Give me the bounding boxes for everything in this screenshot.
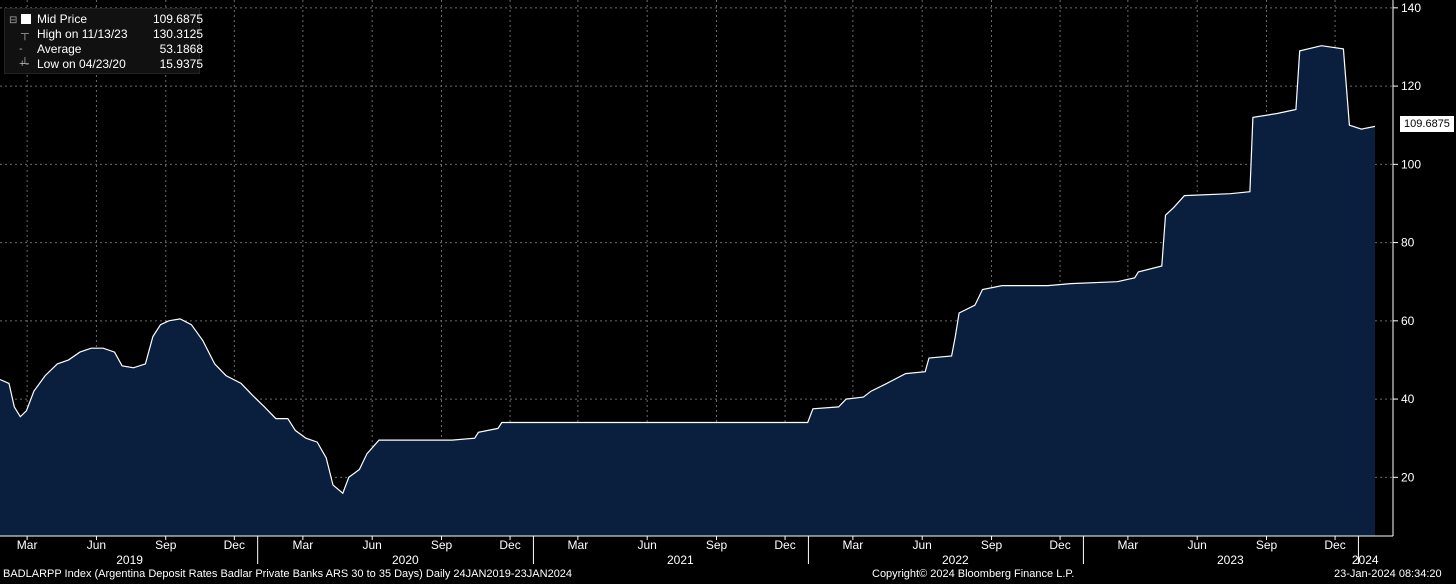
y-tick-label: 100 bbox=[1401, 157, 1421, 171]
square-icon[interactable] bbox=[21, 14, 31, 24]
legend-average-value: 53.1868 bbox=[159, 42, 203, 56]
x-tick-label: Dec bbox=[774, 538, 795, 552]
year-label: 2020 bbox=[392, 553, 419, 567]
x-tick-label: Sep bbox=[155, 538, 177, 552]
year-label: 2019 bbox=[116, 553, 143, 567]
y-tick-label: 60 bbox=[1401, 314, 1415, 328]
low-marker-icon: ┴ bbox=[21, 58, 29, 70]
x-tick-label: Dec bbox=[1324, 538, 1345, 552]
year-label: 2023 bbox=[1217, 553, 1244, 567]
year-label: 2021 bbox=[667, 553, 694, 567]
y-tick-label: 120 bbox=[1401, 79, 1421, 93]
x-tick-label: Mar bbox=[568, 538, 589, 552]
x-tick-label: Dec bbox=[499, 538, 520, 552]
y-tick-label: 40 bbox=[1401, 392, 1415, 406]
year-label: 2024 bbox=[1352, 553, 1379, 567]
x-tick-label: Sep bbox=[981, 538, 1003, 552]
average-marker-icon: -+- bbox=[19, 43, 30, 70]
legend-average-label: Average bbox=[37, 42, 82, 56]
footer-description: BADLARPP Index (Argentina Deposit Rates … bbox=[3, 568, 573, 580]
last-value-tag: 109.6875 bbox=[1400, 116, 1454, 132]
axis-labels: 20 40 60 80 100 120 140 Mar Jun Sep Dec Mar Jun Sep De… bbox=[17, 1, 1422, 567]
x-tick-label: Mar bbox=[17, 538, 38, 552]
legend-low-value: 15.9375 bbox=[159, 57, 203, 71]
year-label: 2022 bbox=[942, 553, 969, 567]
x-tick-label: Mar bbox=[1118, 538, 1139, 552]
collapse-icon[interactable]: ⊟ bbox=[9, 15, 18, 26]
x-tick-label: Mar bbox=[843, 538, 864, 552]
high-marker-icon: ┬ bbox=[21, 28, 29, 40]
x-tick-label: Jun bbox=[363, 538, 382, 552]
footer-copyright: Copyright© 2024 Bloomberg Finance L.P. bbox=[872, 568, 1075, 580]
y-tick-label: 80 bbox=[1401, 236, 1415, 250]
x-tick-label: Sep bbox=[1256, 538, 1278, 552]
x-tick-label: Dec bbox=[224, 538, 245, 552]
axes bbox=[0, 0, 1398, 564]
footer-timestamp: 23-Jan-2024 08:34:20 bbox=[1334, 568, 1442, 580]
y-tick-label: 20 bbox=[1401, 470, 1415, 484]
x-tick-label: Jun bbox=[913, 538, 932, 552]
x-tick-label: Sep bbox=[431, 538, 453, 552]
x-tick-label: Dec bbox=[1049, 538, 1070, 552]
x-tick-label: Sep bbox=[706, 538, 728, 552]
legend-mid-price-label: Mid Price bbox=[37, 12, 88, 26]
legend-high-label: High on 11/13/23 bbox=[37, 27, 128, 41]
legend-mid-price-value: 109.6875 bbox=[152, 12, 203, 26]
legend: ⊟ Mid Price 109.6875 ┬ High on 11/13/23 … bbox=[4, 8, 203, 74]
legend-high-value: 130.3125 bbox=[152, 27, 203, 41]
y-tick-label: 140 bbox=[1401, 1, 1421, 15]
x-tick-label: Mar bbox=[293, 538, 314, 552]
legend-low-label: Low on 04/23/20 bbox=[37, 57, 126, 71]
x-tick-label: Jun bbox=[1188, 538, 1207, 552]
series-area bbox=[0, 45, 1376, 536]
series-area-fill bbox=[0, 45, 1375, 536]
series-line bbox=[0, 45, 1376, 495]
x-tick-label: Jun bbox=[638, 538, 657, 552]
x-tick-label: Jun bbox=[87, 538, 106, 552]
